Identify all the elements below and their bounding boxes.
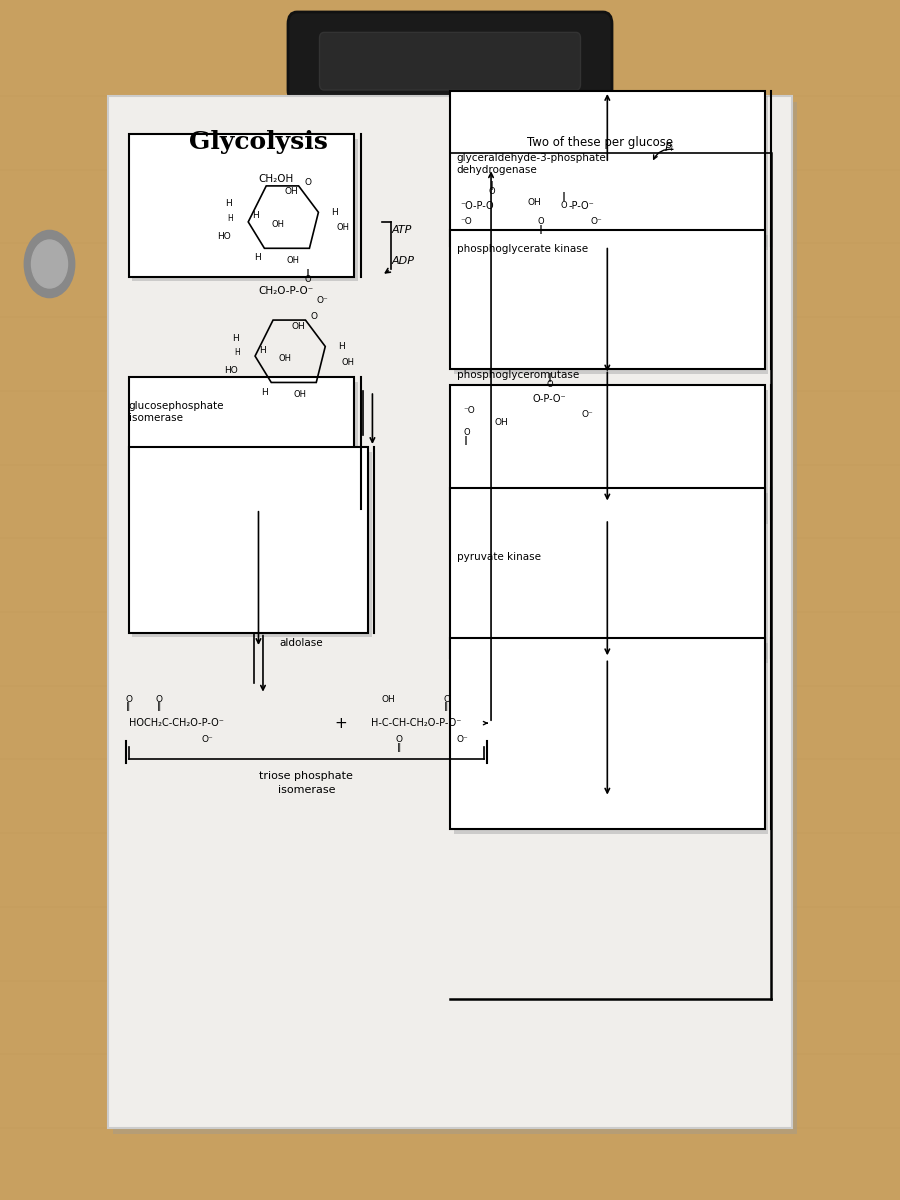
- Text: O: O: [547, 380, 553, 389]
- Text: CH₂OH: CH₂OH: [258, 174, 293, 184]
- Text: aldolase: aldolase: [279, 638, 322, 648]
- Text: phosphoglyceromutase: phosphoglyceromutase: [457, 370, 579, 379]
- Text: Two of these per glucose: Two of these per glucose: [527, 136, 673, 149]
- Bar: [132, 139, 358, 282]
- Text: H: H: [261, 388, 267, 396]
- Text: glyceraldehyde-3-phosphate: glyceraldehyde-3-phosphate: [457, 152, 607, 163]
- Text: ⁻O: ⁻O: [464, 407, 475, 415]
- Text: O: O: [156, 695, 163, 703]
- Text: isomerase: isomerase: [277, 785, 335, 796]
- Text: OH: OH: [341, 358, 355, 366]
- Bar: [129, 448, 368, 632]
- Bar: [454, 96, 769, 251]
- Text: ‖: ‖: [126, 702, 130, 710]
- Bar: [132, 382, 358, 514]
- Text: O: O: [561, 202, 567, 210]
- Text: O: O: [304, 178, 311, 187]
- Text: O⁻: O⁻: [457, 736, 469, 744]
- Text: H-C-CH-CH₂O-P-O⁻: H-C-CH-CH₂O-P-O⁻: [372, 718, 462, 728]
- Text: OH: OH: [382, 695, 395, 703]
- Text: O: O: [311, 312, 318, 320]
- Text: OH: OH: [527, 198, 542, 206]
- Text: ‖: ‖: [464, 437, 468, 445]
- Text: OH: OH: [291, 322, 305, 330]
- Text: dehydrogenase: dehydrogenase: [457, 166, 537, 175]
- Text: O: O: [464, 428, 471, 437]
- Text: O⁻: O⁻: [590, 217, 602, 226]
- Text: O-P-O⁻: O-P-O⁻: [532, 394, 566, 403]
- Bar: [454, 643, 769, 834]
- Text: triose phosphate: triose phosphate: [259, 770, 354, 781]
- Text: ‖: ‖: [490, 181, 494, 190]
- Text: O: O: [489, 187, 495, 196]
- Text: HO: HO: [224, 366, 238, 374]
- Text: O⁻: O⁻: [581, 410, 593, 419]
- Bar: [450, 91, 765, 246]
- Text: H: H: [331, 208, 338, 217]
- Text: H: H: [228, 214, 233, 223]
- Circle shape: [24, 230, 75, 298]
- Bar: [450, 638, 765, 829]
- Text: O⁻: O⁻: [317, 296, 328, 305]
- Text: OH: OH: [337, 223, 349, 233]
- Text: Pᵢ: Pᵢ: [664, 143, 673, 152]
- Text: -P-O⁻: -P-O⁻: [568, 200, 594, 211]
- Text: O: O: [305, 275, 311, 283]
- Bar: [132, 452, 372, 637]
- Text: H: H: [338, 342, 345, 350]
- Text: CH₂O-P-O⁻: CH₂O-P-O⁻: [258, 286, 314, 296]
- Bar: [454, 235, 769, 374]
- Bar: [454, 493, 769, 664]
- Text: H: H: [252, 211, 259, 221]
- Text: O: O: [538, 217, 544, 226]
- Text: ‖: ‖: [158, 702, 161, 710]
- Text: H: H: [225, 199, 232, 209]
- Text: ‖: ‖: [548, 373, 552, 382]
- Text: Glycolysis: Glycolysis: [189, 131, 328, 155]
- Text: phosphoglycerate kinase: phosphoglycerate kinase: [457, 244, 588, 253]
- Text: OH: OH: [494, 419, 508, 427]
- Text: H: H: [232, 334, 239, 342]
- Text: OH: OH: [272, 220, 284, 229]
- Text: pyruvate kinase: pyruvate kinase: [457, 552, 541, 563]
- Text: O: O: [125, 695, 132, 703]
- Text: ‖: ‖: [397, 743, 400, 751]
- Text: +: +: [334, 715, 346, 731]
- Text: O⁻: O⁻: [202, 736, 213, 744]
- FancyBboxPatch shape: [288, 12, 612, 102]
- Text: ‖: ‖: [445, 702, 449, 710]
- Text: H: H: [259, 346, 266, 354]
- Circle shape: [32, 240, 68, 288]
- Text: ‖: ‖: [539, 226, 544, 234]
- Text: ADP: ADP: [392, 256, 415, 266]
- Text: ‖: ‖: [562, 192, 566, 200]
- Bar: [129, 377, 355, 509]
- Text: OH: OH: [284, 187, 298, 197]
- Text: H: H: [234, 348, 240, 356]
- Text: O: O: [443, 695, 450, 703]
- Text: HOCH₂C-CH₂O-P-O⁻: HOCH₂C-CH₂O-P-O⁻: [129, 718, 223, 728]
- Text: glucosephosphate: glucosephosphate: [129, 401, 224, 410]
- Bar: [108, 96, 792, 1128]
- Bar: [450, 230, 765, 370]
- Text: ⁻O: ⁻O: [460, 217, 472, 226]
- Text: H: H: [254, 253, 261, 263]
- Bar: [112, 102, 796, 1134]
- FancyBboxPatch shape: [320, 32, 580, 90]
- Text: ‖: ‖: [306, 269, 310, 277]
- Bar: [450, 385, 765, 520]
- Text: ⁻O-P-O: ⁻O-P-O: [460, 200, 494, 211]
- Text: ATP: ATP: [392, 226, 412, 235]
- Text: OH: OH: [293, 390, 307, 398]
- Text: OH: OH: [287, 256, 300, 265]
- Text: HO: HO: [217, 232, 230, 241]
- Bar: [454, 390, 769, 524]
- Bar: [450, 488, 765, 659]
- Text: isomerase: isomerase: [129, 413, 183, 422]
- Text: OH: OH: [278, 354, 292, 362]
- Bar: [129, 134, 355, 277]
- Text: O: O: [395, 736, 402, 744]
